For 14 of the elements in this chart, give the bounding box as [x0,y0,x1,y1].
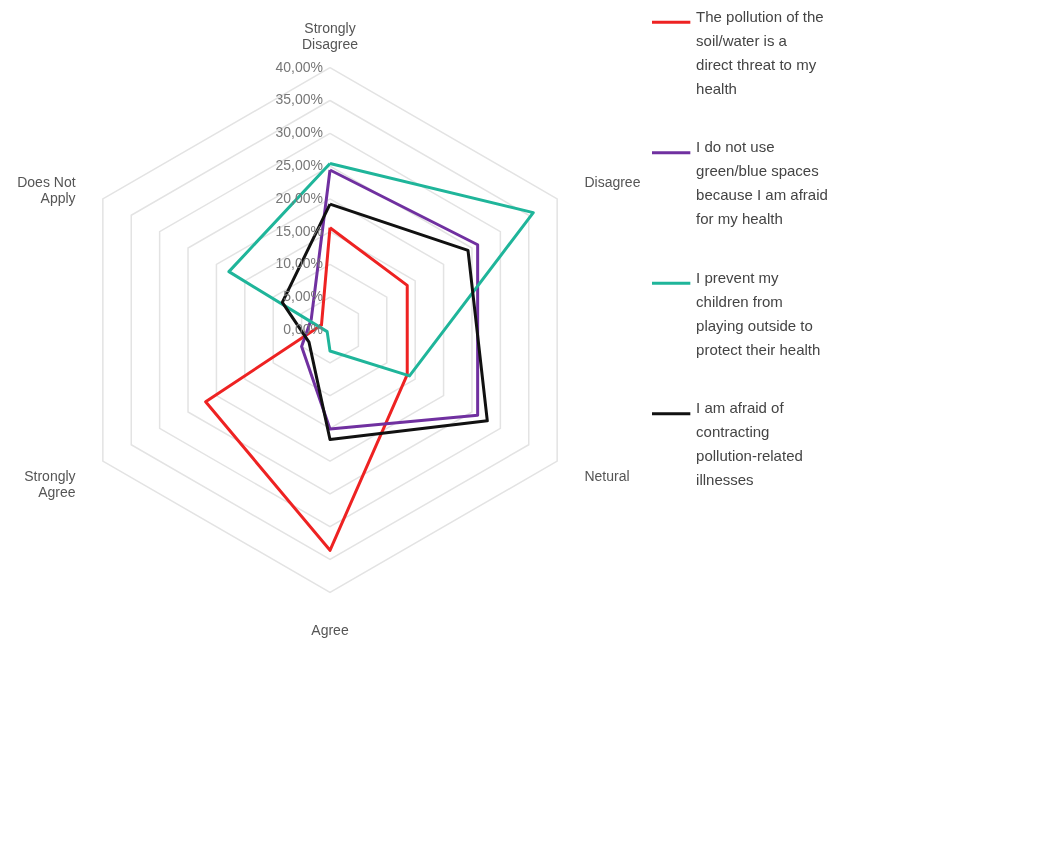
y-tick-label: 40,00% [275,58,323,75]
y-tick-label: 25,00% [275,157,323,174]
spoke-label: Strongly Agree [24,467,76,500]
legend-label: I am afraid of contracting pollution-related illnesses [696,399,803,489]
spoke-label: Strongly Disagree [301,20,359,53]
legend-label: I prevent my children from playing outside to protect their health [696,268,821,358]
spoke-label: Does Not Apply [17,174,76,207]
spoke-label: Agree [311,621,349,638]
spoke-label: Netural [584,467,630,484]
spoke-label: Disagree [584,174,641,191]
y-tick-label: 35,00% [275,91,323,108]
legend-label: I do not use green/blue spaces because I am afraid for my health [696,138,828,228]
legend-label: The pollution of the soil/water is a direct threat to my health [696,8,824,97]
y-tick-label: 30,00% [275,124,323,141]
